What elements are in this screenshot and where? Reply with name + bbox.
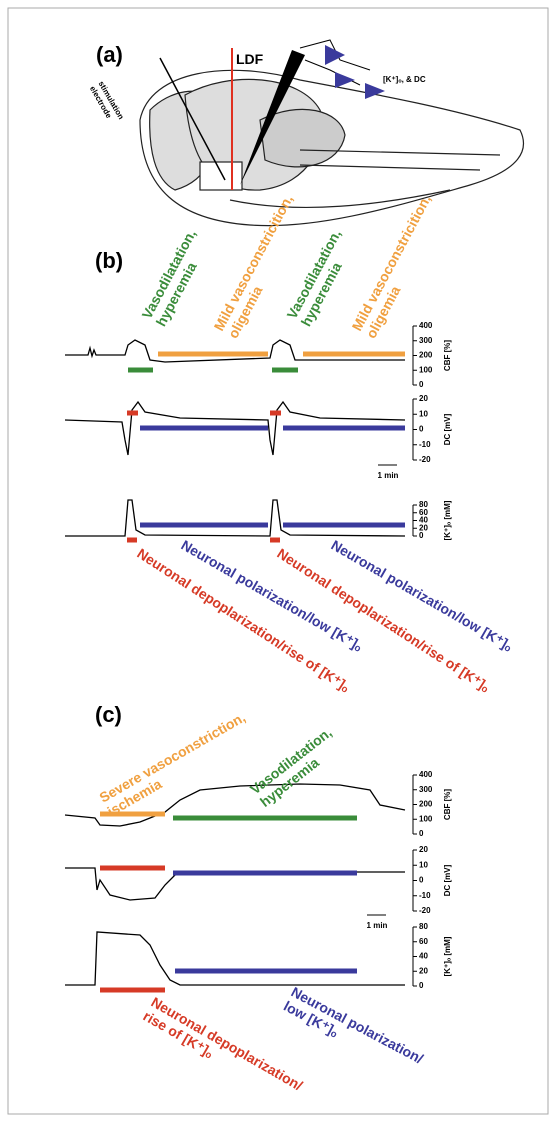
scale-label: 1 min: [367, 921, 388, 930]
tick-label: 0: [419, 425, 424, 434]
axis-label: CBF [%]: [443, 340, 452, 371]
k-trace: [65, 499, 406, 537]
tick-label: 200: [419, 351, 433, 360]
annotation-hyperemia: Vasodilatation,hyperemia: [139, 227, 214, 329]
frame: [7, 7, 549, 1115]
tick-label: -20: [419, 455, 431, 464]
probe-label: [K⁺]ₒ, & DC: [383, 75, 426, 84]
axis-label: [K⁺]ₒ [mM]: [443, 936, 452, 976]
panel-label: (a): [96, 42, 123, 67]
tick-label: 0: [419, 829, 424, 838]
tick-label: -10: [419, 891, 431, 900]
stimulation-electrode: [159, 57, 226, 181]
axis-label: DC [mV]: [443, 864, 452, 896]
electrode-label: stimulationelectrode: [88, 80, 126, 127]
tick-label: 0: [419, 981, 424, 990]
ldf-label: LDF: [236, 51, 264, 67]
phase-bars-b: [127, 351, 405, 543]
tick-label: 300: [419, 785, 433, 794]
tick-label: 20: [419, 845, 428, 854]
k-trace: [65, 931, 405, 986]
skull-drawing: [139, 69, 525, 227]
tick-label: 100: [419, 365, 433, 374]
tick-label: 20: [419, 523, 428, 532]
tick-label: 100: [419, 814, 433, 823]
annotation-hyperemia: Vasodilatation,hyperemia: [284, 227, 359, 329]
axis-label: [K⁺]ₒ [mM]: [443, 500, 452, 540]
axis-label: CBF [%]: [443, 789, 452, 820]
axis-label: DC [mV]: [443, 413, 452, 445]
tick-label: 300: [419, 336, 433, 345]
scale-label: 1 min: [378, 471, 399, 480]
tick-label: 0: [419, 876, 424, 885]
tick-label: 40: [419, 516, 428, 525]
tick-label: -20: [419, 906, 431, 915]
tick-label: 10: [419, 860, 428, 869]
tick-label: 60: [419, 508, 428, 517]
cbf-trace: [65, 339, 405, 363]
annotation-polarization: Neuronal polarization/low [K⁺]ₒ: [281, 984, 426, 1081]
phase-bars-c: [100, 811, 357, 993]
tick-label: 20: [419, 966, 428, 975]
panel-label: (b): [95, 248, 123, 273]
tick-label: 200: [419, 800, 433, 809]
tick-label: 80: [419, 922, 428, 931]
cbf-trace: [64, 783, 406, 827]
tick-label: 400: [419, 770, 433, 779]
tick-label: 0: [419, 380, 424, 389]
micropipette: [240, 50, 305, 185]
tick-label: 80: [419, 500, 428, 509]
tick-label: 0: [419, 531, 424, 540]
tick-label: 60: [419, 937, 428, 946]
tick-label: 20: [419, 394, 428, 403]
probe-arrows: [325, 45, 385, 99]
annotation-hyperemia: Vasodilatation,hyperemia: [247, 724, 345, 810]
tick-label: 400: [419, 321, 433, 330]
tick-label: -10: [419, 440, 431, 449]
tick-label: 40: [419, 952, 428, 961]
tick-label: 10: [419, 409, 428, 418]
dc-trace: [64, 400, 406, 456]
annotation-oligemia: Mild vasoconstricition,oligemia: [349, 192, 448, 341]
panel-label: (c): [95, 702, 122, 727]
